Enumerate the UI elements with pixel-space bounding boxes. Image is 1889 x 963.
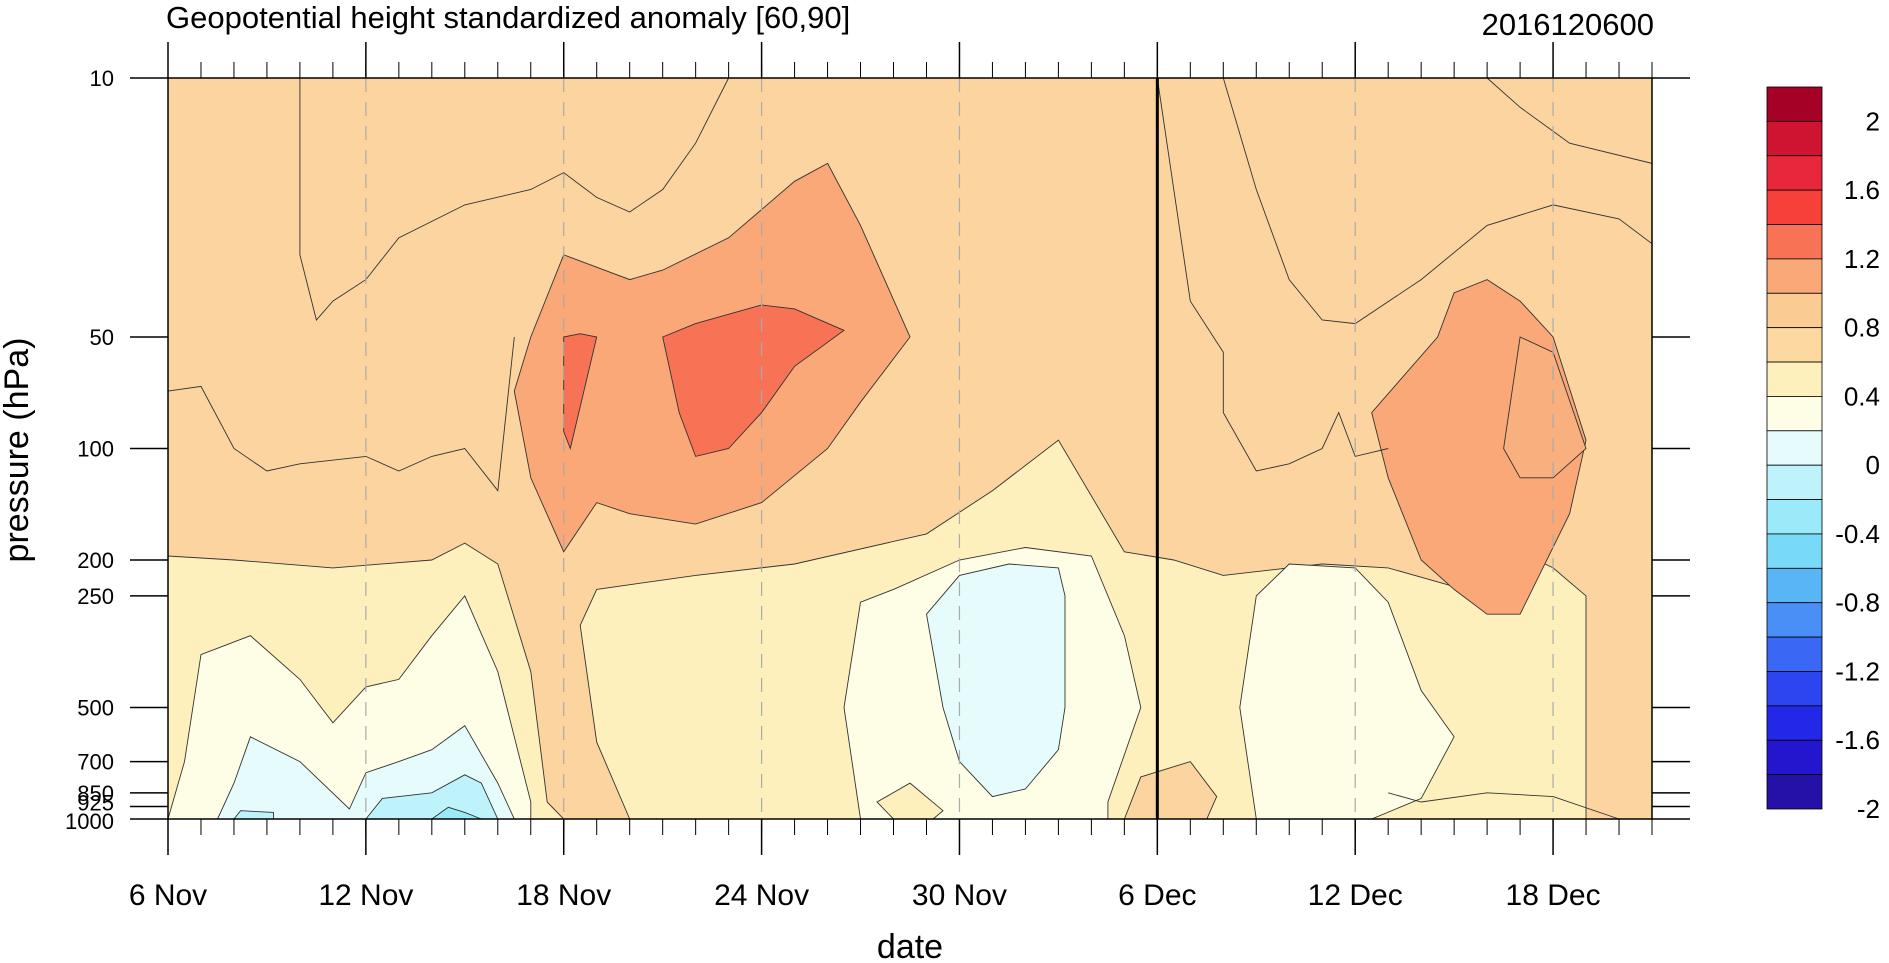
- colorbar-swatch: [1766, 499, 1823, 535]
- x-tick-label: 30 Nov: [912, 879, 1007, 912]
- y-tick-label: 50: [90, 325, 114, 350]
- colorbar-swatch: [1766, 671, 1823, 707]
- contour-line: [1486, 77, 1653, 164]
- colorbar-swatch: [1766, 86, 1823, 122]
- colorbar-swatch: [1766, 705, 1823, 741]
- colorbar-swatch: [1766, 292, 1823, 329]
- colorbar-swatch: [1766, 533, 1823, 569]
- colorbar-label: 2: [1866, 106, 1880, 136]
- chart-title: Geopotential height standardized anomaly…: [166, 0, 850, 35]
- x-tick-label: 6 Dec: [1118, 879, 1196, 912]
- colorbar-label: -1.6: [1835, 725, 1880, 755]
- colorbar-label: 0.4: [1844, 381, 1880, 411]
- contour-region: [1239, 563, 1455, 820]
- x-axis: 6 Nov 12 Nov 18 Nov 24 Nov 30 Nov 6 Dec 12 Dec…: [129, 42, 1653, 912]
- plot-area: [167, 78, 1652, 820]
- colorbar-label: 0.8: [1844, 313, 1880, 343]
- colorbar-label: 0: [1866, 450, 1880, 480]
- y-tick-label: 700: [77, 750, 114, 775]
- colorbar: 2 1.6 1.2 0.8 0.4 0 -0.4 -0.8 -1.2 -1.6 -2: [1766, 86, 1880, 824]
- y-tick-label: 250: [77, 584, 114, 609]
- colorbar-swatch: [1766, 464, 1823, 500]
- contour-region: [233, 810, 274, 820]
- contour-line: [1222, 77, 1653, 325]
- colorbar-swatch: [1766, 189, 1823, 225]
- y-tick-label: 500: [77, 695, 114, 720]
- chart-date-label: 2016120600: [1482, 7, 1654, 42]
- colorbar-swatch: [1766, 774, 1823, 810]
- x-tick-label: 12 Dec: [1308, 879, 1403, 912]
- colorbar-swatch: [1766, 155, 1823, 191]
- contour-lines: [167, 77, 1653, 820]
- colorbar-swatch: [1766, 120, 1823, 157]
- colorbar-swatch: [1766, 567, 1823, 604]
- colorbar-swatch: [1766, 361, 1823, 397]
- colorbar-swatch: [1766, 396, 1823, 432]
- date-gridlines: [365, 78, 1554, 819]
- contour-line: [167, 336, 515, 492]
- colorbar-swatch: [1766, 224, 1823, 260]
- colorbar-label: -2: [1857, 794, 1880, 824]
- x-tick-label: 24 Nov: [714, 879, 809, 912]
- y-tick-label: 850: [77, 781, 114, 806]
- x-axis-label: date: [877, 928, 943, 963]
- x-tick-label: 18 Dec: [1506, 879, 1601, 912]
- contour-region: [662, 304, 845, 457]
- colorbar-swatch: [1766, 636, 1823, 672]
- colorbar-label: 1.2: [1844, 244, 1880, 274]
- colorbar-swatch: [1766, 258, 1823, 294]
- contour-line: [1388, 792, 1620, 820]
- contour-region: [926, 563, 1066, 798]
- x-tick-label: 18 Nov: [516, 879, 611, 912]
- colorbar-swatch: [1766, 602, 1823, 638]
- colorbar-label: 1.6: [1844, 175, 1880, 205]
- colorbar-label: -0.4: [1835, 519, 1880, 549]
- colorbar-swatch: [1766, 327, 1823, 363]
- x-tick-label: 12 Nov: [318, 879, 413, 912]
- colorbar-swatch: [1766, 430, 1823, 466]
- y-tick-label: 925: [77, 790, 114, 815]
- y-tick-label: 10: [90, 66, 114, 91]
- y-tick-label: 200: [77, 548, 114, 573]
- contour-line: [299, 77, 730, 321]
- y-tick-label: 1000: [65, 809, 114, 834]
- colorbar-label: -0.8: [1835, 588, 1880, 618]
- colorbar-label: -1.2: [1835, 656, 1880, 686]
- contour-line: [1156, 77, 1389, 472]
- y-tick-label: 100: [77, 437, 114, 462]
- x-tick-label: 6 Nov: [129, 879, 207, 912]
- y-axis-label: pressure (hPa): [0, 338, 36, 563]
- colorbar-swatch: [1766, 739, 1823, 776]
